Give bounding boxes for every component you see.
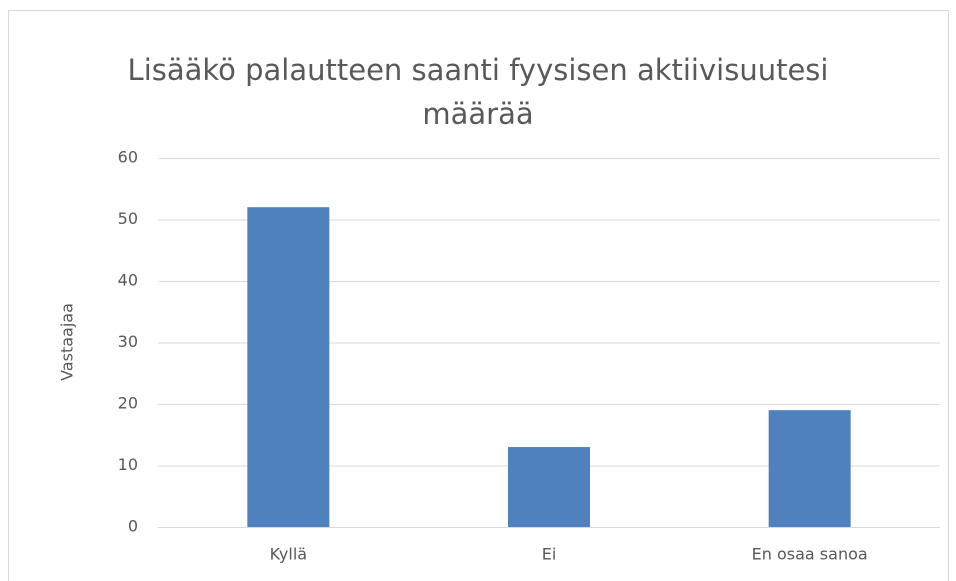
x-tick-label: En osaa sanoa <box>752 545 868 564</box>
y-tick-label: 10 <box>118 455 138 474</box>
y-tick-label: 40 <box>118 271 138 290</box>
y-tick-label: 50 <box>118 209 138 228</box>
y-axis-label: Vastaajaa <box>58 303 77 381</box>
x-tick-label: Kyllä <box>270 545 308 564</box>
x-tick-label: Ei <box>542 545 557 564</box>
bar <box>247 207 330 527</box>
y-tick-label: 60 <box>118 148 138 167</box>
y-tick-label: 0 <box>128 517 138 536</box>
bar <box>508 447 590 527</box>
bar <box>768 410 851 527</box>
y-tick-label: 20 <box>118 394 138 413</box>
chart-frame <box>8 10 949 581</box>
chart-title: Lisääkö palautteen saanti fyysisen aktii… <box>127 53 829 131</box>
y-tick-label: 30 <box>118 332 138 351</box>
